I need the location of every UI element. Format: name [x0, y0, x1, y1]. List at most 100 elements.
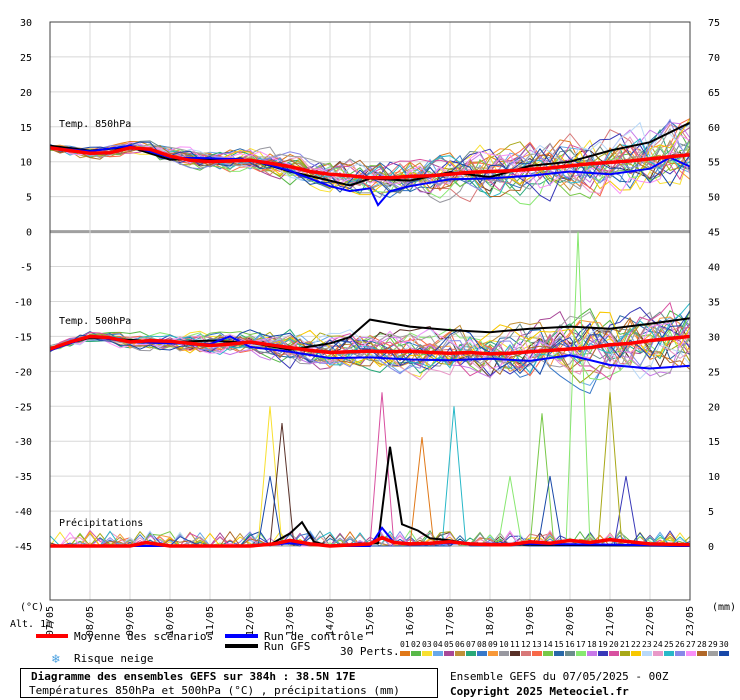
- x-tick-label: 15/05: [365, 606, 376, 636]
- x-tick-label: 16/05: [405, 606, 416, 636]
- ensemble-run-label: Ensemble GEFS du 07/05/2025 - 00Z: [450, 670, 669, 683]
- pert-number-label: 24: [653, 640, 663, 649]
- pert-number-label: 18: [587, 640, 597, 649]
- pert-color-swatch: [422, 651, 432, 656]
- legend-mean-label: Moyenne des scénarios: [74, 630, 213, 643]
- perturbation-line-500: [49, 322, 691, 370]
- pert-number-label: 07: [466, 640, 476, 649]
- pert-color-swatch: [675, 651, 685, 656]
- footer-subtitle: Températures 850hPa et 500hPa (°C) , pré…: [29, 684, 400, 697]
- x-tick-label: 14/05: [325, 606, 336, 636]
- x-tick-label: 17/05: [445, 606, 456, 636]
- y-left-unit: (°C): [20, 602, 44, 613]
- precip-peak-line: [409, 436, 435, 547]
- pert-number-label: 22: [631, 640, 641, 649]
- pert-color-swatch: [631, 651, 641, 656]
- y-left-tick-label: 10: [20, 158, 32, 169]
- pert-number-label: 01: [400, 640, 410, 649]
- pert-color-swatch: [719, 651, 729, 656]
- y-right-tick-label: 65: [708, 88, 720, 99]
- pert-color-swatch: [444, 651, 454, 656]
- footer-title-box: Diagramme des ensembles GEFS sur 384h : …: [20, 668, 438, 698]
- pert-color-swatch: [543, 651, 553, 656]
- precip-label: Précipitations: [59, 517, 143, 529]
- pert-number-label: 25: [664, 640, 674, 649]
- pert-color-swatch: [532, 651, 542, 656]
- y-right-unit: (mm): [712, 602, 736, 613]
- pert-color-swatch: [455, 651, 465, 656]
- pert-number-label: 28: [697, 640, 707, 649]
- pert-color-swatch: [521, 651, 531, 656]
- pert-color-swatch: [576, 651, 586, 656]
- pert-number-label: 08: [477, 640, 487, 649]
- x-tick-label: 22/05: [645, 606, 656, 636]
- precip-peak-line: [565, 231, 591, 547]
- y-left-tick-label: -30: [14, 437, 32, 448]
- snowflake-icon: ❄: [51, 652, 60, 667]
- pert-color-swatch: [708, 651, 718, 656]
- pert-color-swatch: [554, 651, 564, 656]
- pert-number-label: 06: [455, 640, 465, 649]
- y-right-tick-label: 15: [708, 437, 720, 448]
- alt-label: Alt. 1m: [10, 619, 52, 630]
- y-left-tick-label: -5: [20, 263, 32, 274]
- mean-line-500: [49, 334, 691, 356]
- pert-color-swatch: [664, 651, 674, 656]
- x-tick-label: 09/05: [125, 606, 136, 636]
- pert-color-swatch: [411, 651, 421, 656]
- panel-label-850: Temp. 850hPa: [59, 119, 131, 130]
- pert-color-swatch: [587, 651, 597, 656]
- x-tick-label: 10/05: [165, 606, 176, 636]
- precip-peak-line: [257, 406, 283, 547]
- pert-color-swatch: [488, 651, 498, 656]
- perturbation-line-500: [49, 310, 691, 376]
- x-tick-label: 13/05: [285, 606, 296, 636]
- y-right-tick-label: 55: [708, 158, 720, 169]
- y-left-tick-label: -25: [14, 402, 32, 413]
- x-tick-label: 08/05: [85, 606, 96, 636]
- pert-number-label: 23: [642, 640, 652, 649]
- y-left-tick-label: -20: [14, 367, 32, 378]
- y-right-tick-label: 50: [708, 193, 720, 204]
- pert-number-label: 16: [565, 640, 575, 649]
- legend-snow-label: Risque neige: [74, 652, 153, 665]
- legend-control-label: Run de contrôle: [264, 630, 363, 643]
- y-left-tick-label: -40: [14, 507, 32, 518]
- pert-color-swatch: [400, 651, 410, 656]
- y-right-tick-label: 45: [708, 228, 720, 239]
- y-right-tick-label: 0: [708, 542, 714, 553]
- pert-number-label: 02: [411, 640, 421, 649]
- control-line-500: [49, 335, 691, 370]
- x-tick-label: 12/05: [245, 606, 256, 636]
- pert-number-label: 15: [554, 640, 564, 649]
- pert-number-label: 17: [576, 640, 586, 649]
- y-right-tick-label: 35: [708, 297, 720, 308]
- y-left-tick-label: -10: [14, 297, 32, 308]
- y-right-tick-label: 70: [708, 53, 720, 64]
- x-tick-label: 11/05: [205, 606, 216, 636]
- precip-peak-line: [537, 476, 563, 547]
- pert-number-label: 20: [609, 640, 619, 649]
- y-right-tick-label: 30: [708, 332, 720, 343]
- y-left-tick-label: 15: [20, 123, 32, 134]
- precip-peak-line: [613, 476, 639, 547]
- legend-perts-label: 30 Perts.: [340, 645, 400, 658]
- pert-number-label: 29: [708, 640, 718, 649]
- precip-peak-line: [497, 476, 523, 547]
- panel-label-500: Temp. 500hPa: [59, 316, 131, 327]
- y-left-tick-label: 0: [26, 228, 32, 239]
- footer-title: Diagramme des ensembles GEFS sur 384h : …: [31, 670, 356, 683]
- pert-number-label: 27: [686, 640, 696, 649]
- legend: Moyenne des scénarios Run de contrôle Ru…: [36, 630, 729, 667]
- pert-color-swatch: [697, 651, 707, 656]
- y-right-tick-label: 60: [708, 123, 720, 134]
- main-series-lines: [49, 121, 691, 548]
- y-right-tick-label: 25: [708, 367, 720, 378]
- pert-color-swatch: [686, 651, 696, 656]
- y-right-tick-label: 40: [708, 263, 720, 274]
- precip-peak-line: [257, 476, 283, 547]
- y-left-tick-label: -15: [14, 332, 32, 343]
- pert-number-label: 10: [499, 640, 509, 649]
- pert-color-swatch: [510, 651, 520, 656]
